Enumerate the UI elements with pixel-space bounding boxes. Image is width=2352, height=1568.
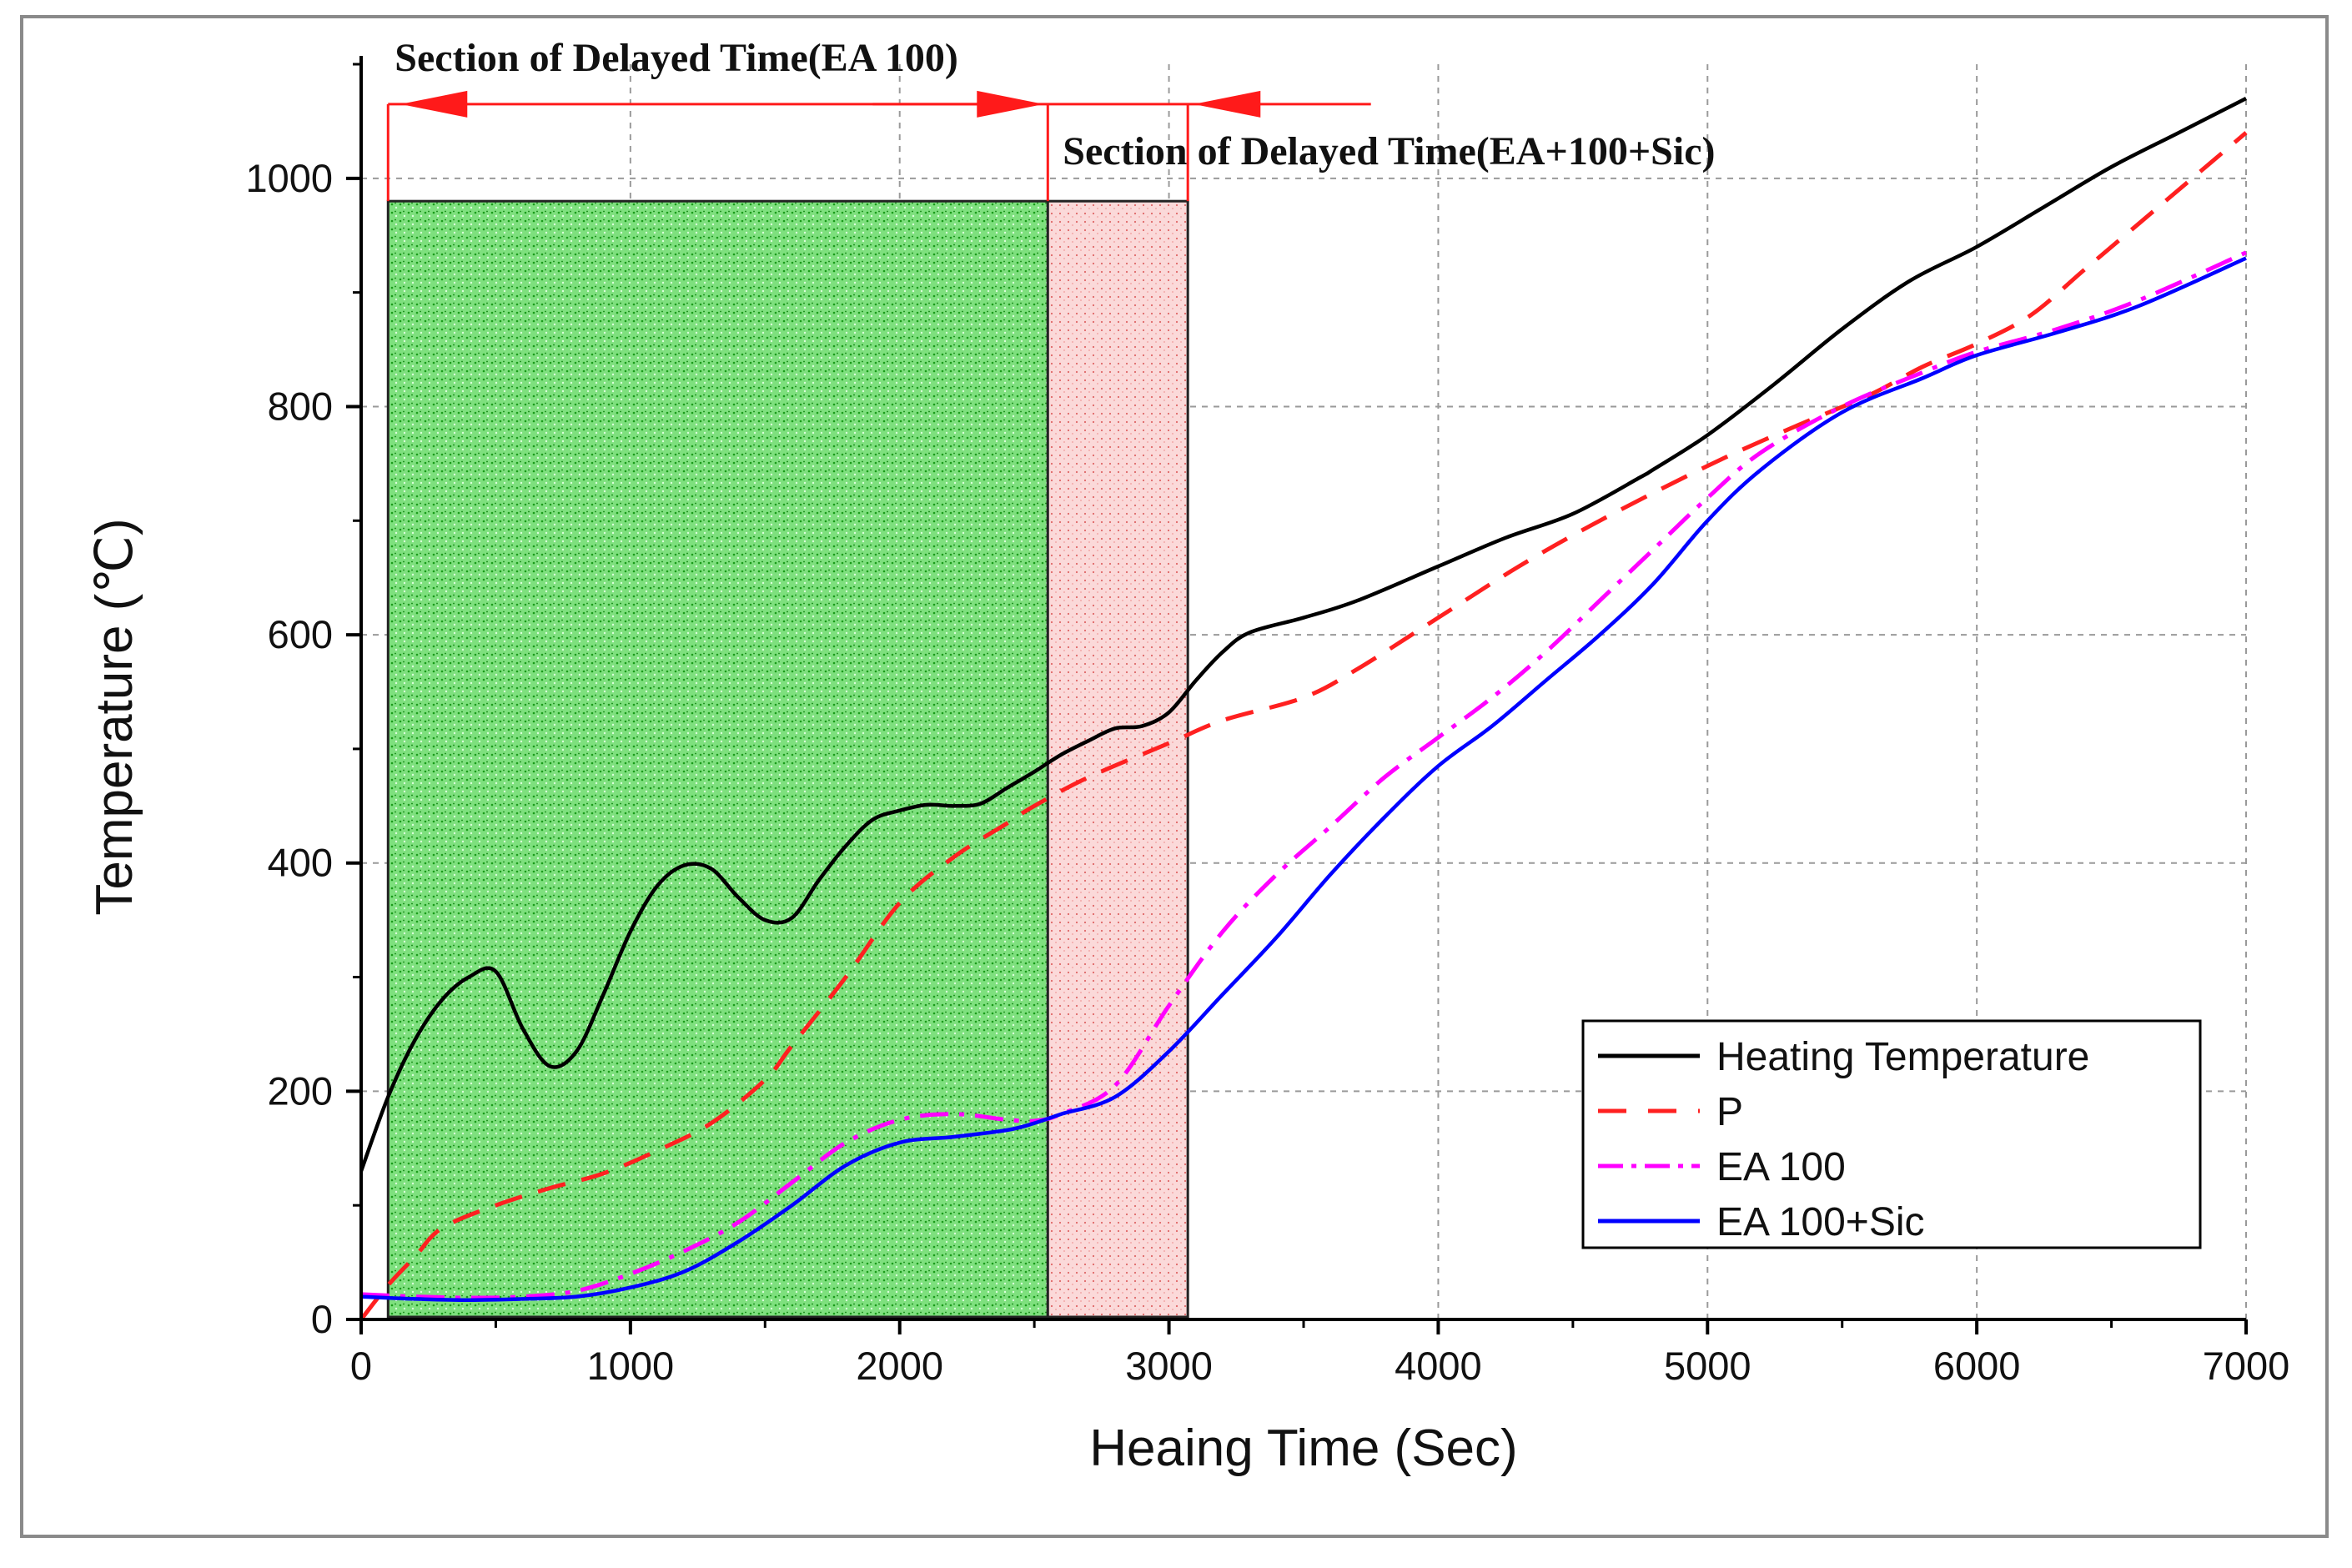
- y-tick-label: 600: [268, 612, 333, 656]
- legend: Heating Temperature P EA 100 EA 100+Sic: [1581, 1019, 2202, 1249]
- region-ea100-delay: [386, 199, 1049, 1319]
- figure-frame: 0 1000 2000 3000 4000 5000 6000 7000 0 200 400 600 8…: [20, 15, 2329, 1538]
- y-tick-label: 1000: [245, 156, 333, 200]
- annotation-ea100-sic-label: Section of Delayed Time(EA+100+Sic): [1063, 129, 1715, 173]
- legend-label: EA 100+Sic: [1716, 1200, 1925, 1244]
- x-tick-label: 7000: [2203, 1344, 2290, 1388]
- x-tick-label: 5000: [1664, 1344, 1751, 1388]
- line-chart: 0 1000 2000 3000 4000 5000 6000 7000 0 200 400 600 8…: [86, 36, 2290, 1477]
- axis-ticks: 0 1000 2000 3000 4000 5000 6000 7000 0 200 400 600 8…: [245, 63, 2290, 1388]
- legend-box: [1581, 1019, 2202, 1249]
- annotation-ea100-label: Section of Delayed Time(EA 100): [395, 36, 958, 80]
- series-line-heating-temperature: [361, 97, 2248, 1172]
- x-tick-label: 3000: [1125, 1344, 1213, 1388]
- x-axis-title: Heaing Time (Sec): [1089, 1420, 1517, 1477]
- annotation-layer: Section of Delayed Time(EA 100) Section …: [386, 36, 1715, 202]
- x-tick-label: 1000: [587, 1344, 675, 1388]
- arrow-left-start: [400, 90, 468, 118]
- y-axis-title: Temperature (℃): [86, 518, 143, 915]
- x-tick-label: 0: [350, 1344, 372, 1388]
- y-tick-label: 0: [311, 1297, 333, 1341]
- arrow-ea100-end: [977, 90, 1044, 118]
- arrow-sic-start: [1194, 90, 1261, 118]
- region-ea100-sic-delay: [1046, 199, 1189, 1319]
- series-line-ea-100-sic: [361, 256, 2247, 1302]
- series-line-ea-100: [361, 250, 2248, 1300]
- x-tick-label: 2000: [856, 1344, 943, 1388]
- legend-label: P: [1716, 1090, 1743, 1134]
- legend-label: Heating Temperature: [1716, 1035, 2089, 1079]
- y-tick-label: 200: [268, 1068, 333, 1113]
- series-line-p: [361, 131, 2248, 1321]
- y-tick-label: 400: [268, 841, 333, 885]
- x-tick-label: 4000: [1395, 1344, 1482, 1388]
- legend-label: EA 100: [1716, 1145, 1846, 1189]
- x-tick-label: 6000: [1933, 1344, 2021, 1388]
- delay-regions: [386, 199, 1189, 1319]
- y-tick-label: 800: [268, 384, 333, 428]
- series-layer: [361, 97, 2248, 1321]
